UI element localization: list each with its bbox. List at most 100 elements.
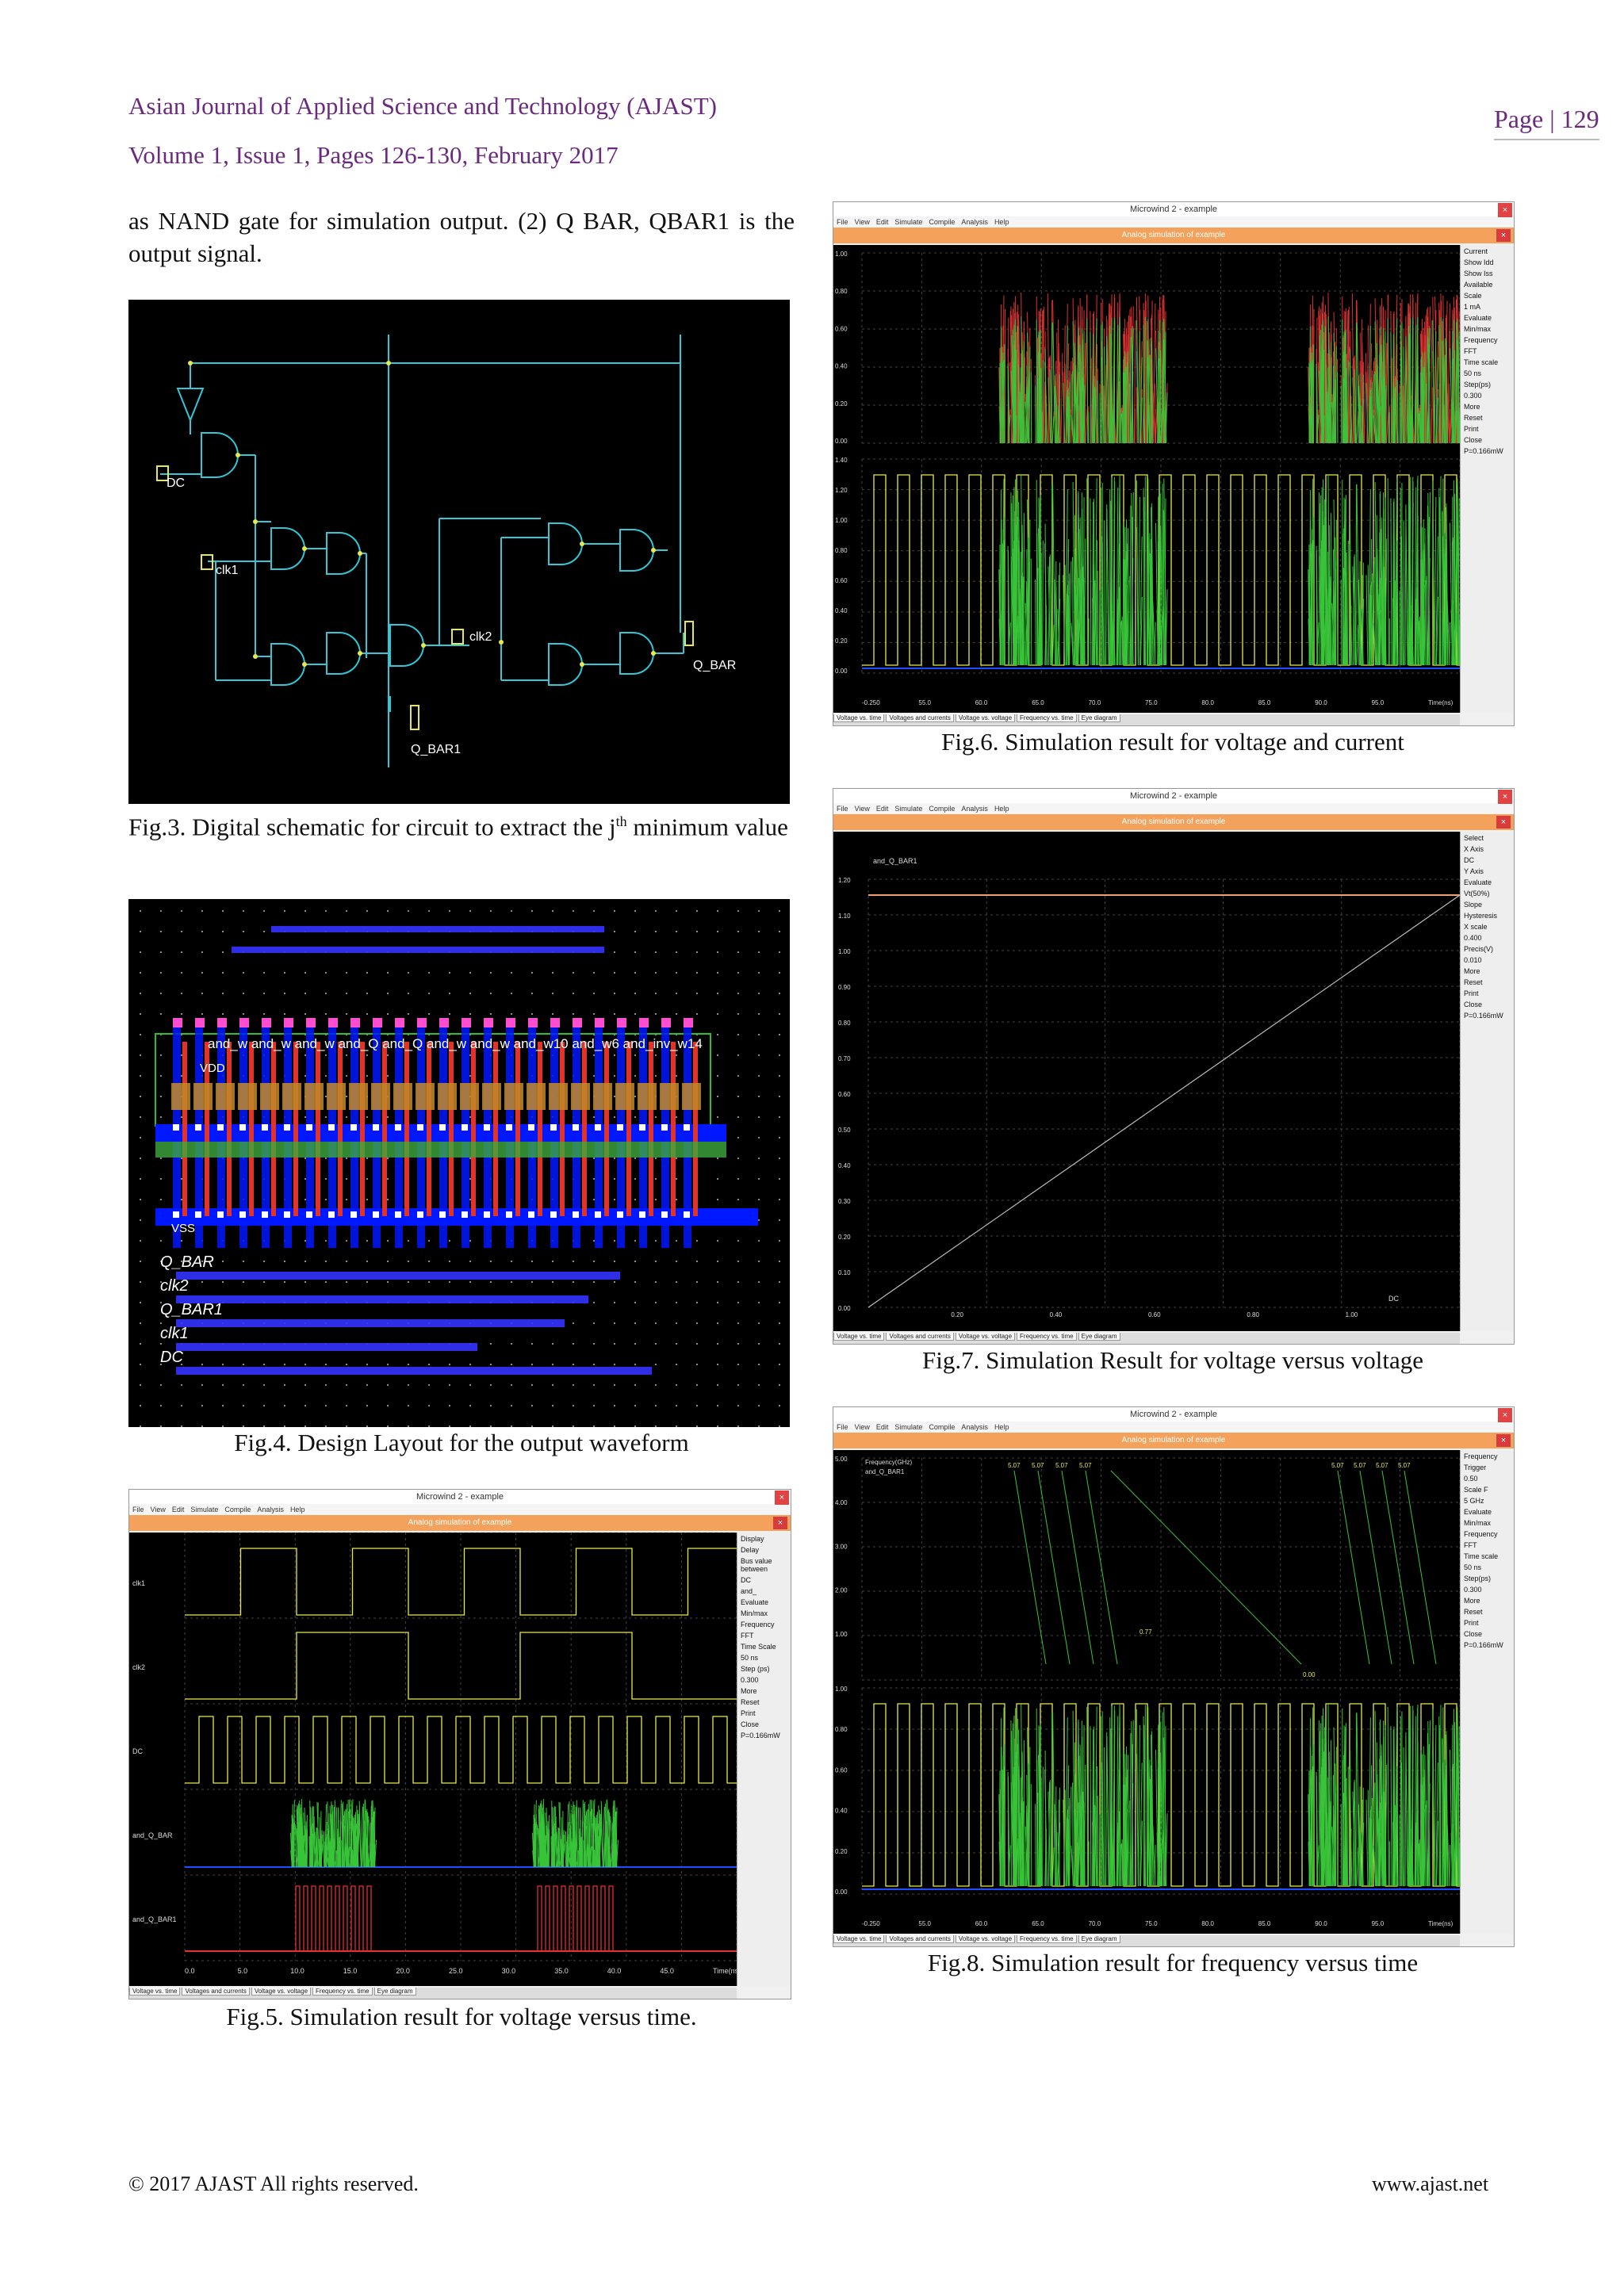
menu-help[interactable]: Help — [994, 1423, 1009, 1431]
menu-help[interactable]: Help — [994, 218, 1009, 226]
trace-label: and_Q_BAR1 — [873, 857, 917, 865]
menu-analysis[interactable]: Analysis — [961, 1423, 988, 1431]
panel-item[interactable]: Reset — [741, 1698, 760, 1706]
menu-analysis[interactable]: Analysis — [961, 218, 988, 226]
sim-tab[interactable]: Frequency vs. time — [312, 1988, 373, 1996]
fig4-row-labels: and_w and_w and_w and_Q and_Q and_w and_… — [208, 1036, 703, 1051]
menu-simulate[interactable]: Simulate — [894, 805, 923, 813]
x-tick-label: 1.00 — [1346, 1311, 1358, 1318]
fig5-caption: Fig.5. Simulation result for voltage ver… — [226, 2003, 697, 2030]
menu-file[interactable]: File — [837, 1423, 848, 1431]
panel-item[interactable]: More — [1464, 967, 1480, 975]
menu-edit[interactable]: Edit — [875, 805, 889, 813]
fig5-side-panel: Display Delay Bus value between DC and_ Evalu… — [737, 1533, 791, 1986]
panel-item[interactable]: More — [741, 1687, 757, 1695]
menu-simulate[interactable]: Simulate — [894, 218, 923, 226]
panel-item[interactable]: FFT — [1464, 347, 1477, 355]
panel-item: Min/max — [1464, 325, 1492, 333]
menu-help[interactable]: Help — [289, 1506, 305, 1513]
sim-tab[interactable]: Frequency vs. time — [1017, 714, 1077, 722]
menu-view[interactable]: View — [854, 805, 870, 813]
panel-item[interactable]: Reset — [1464, 1608, 1483, 1616]
sim-tab[interactable]: Frequency vs. time — [1017, 1935, 1077, 1943]
panel-item[interactable]: Print — [1464, 989, 1479, 997]
menu-file[interactable]: File — [837, 805, 848, 813]
menu-file[interactable]: File — [837, 218, 848, 226]
menu-analysis[interactable]: Analysis — [961, 805, 988, 813]
fig8-menubar: File View Edit Simulate Compile Analysis Help — [833, 1422, 1514, 1433]
close-icon[interactable]: × — [1498, 203, 1512, 217]
panel-item[interactable]: Reset — [1464, 414, 1483, 422]
panel-item[interactable]: Print — [741, 1709, 756, 1717]
sim-tab[interactable]: Voltage vs. voltage — [955, 1935, 1016, 1943]
close-icon[interactable]: × — [1498, 790, 1512, 804]
menu-view[interactable]: View — [854, 1423, 870, 1431]
panel-item[interactable]: Close — [741, 1720, 760, 1728]
menu-compile[interactable]: Compile — [929, 805, 956, 813]
menu-view[interactable]: View — [854, 218, 870, 226]
menu-compile[interactable]: Compile — [224, 1506, 251, 1513]
menu-edit[interactable]: Edit — [875, 1423, 889, 1431]
sim-tab[interactable]: Eye diagram — [1078, 1333, 1120, 1341]
sim-tab[interactable]: Eye diagram — [1078, 1935, 1120, 1943]
panel-item[interactable]: Close — [1464, 1001, 1483, 1008]
close-icon[interactable]: × — [1496, 229, 1511, 242]
fig6-menubar: File View Edit Simulate Compile Analysis Help — [833, 216, 1514, 228]
panel-item[interactable]: Print — [1464, 1619, 1479, 1627]
sim-tab[interactable]: Voltage vs. time — [833, 714, 885, 722]
freq-value-label: 5.07 — [1376, 1462, 1388, 1469]
panel-item: Step (ps) — [741, 1665, 770, 1673]
close-icon[interactable]: × — [773, 1517, 787, 1529]
panel-item: Hysteresis — [1464, 912, 1498, 920]
x-tick-label: 35.0 — [554, 1967, 569, 1975]
fig4-vss-label: VSS — [171, 1222, 195, 1235]
sim-tab[interactable]: Voltage vs. time — [129, 1988, 181, 1996]
sim-tab[interactable]: Voltage vs. voltage — [955, 714, 1016, 722]
menu-view[interactable]: View — [150, 1506, 166, 1513]
panel-item: and_ — [741, 1587, 757, 1595]
menu-compile[interactable]: Compile — [929, 218, 956, 226]
panel-item: Trigger — [1464, 1464, 1487, 1471]
panel-item[interactable]: More — [1464, 1597, 1480, 1605]
footer-website[interactable]: www.ajast.net — [1372, 2172, 1489, 2195]
sim-tab[interactable]: Voltage vs. time — [833, 1935, 885, 1943]
panel-item[interactable]: Reset — [1464, 978, 1483, 986]
sim-tab[interactable]: Voltages and currents — [886, 1333, 954, 1341]
menu-analysis[interactable]: Analysis — [257, 1506, 284, 1513]
sim-tab[interactable]: Eye diagram — [1078, 714, 1120, 722]
menu-compile[interactable]: Compile — [929, 1423, 956, 1431]
menu-simulate[interactable]: Simulate — [190, 1506, 219, 1513]
menu-simulate[interactable]: Simulate — [894, 1423, 923, 1431]
menu-edit[interactable]: Edit — [171, 1506, 185, 1513]
panel-item[interactable]: Close — [1464, 436, 1483, 444]
sim-tab[interactable]: Voltages and currents — [886, 1935, 954, 1943]
close-icon[interactable]: × — [775, 1490, 789, 1505]
sim-tab[interactable]: Voltages and currents — [182, 1988, 250, 1996]
y-tick-label: 0.00 — [835, 1888, 848, 1896]
close-icon[interactable]: × — [1496, 1434, 1511, 1447]
panel-item[interactable]: Print — [1464, 425, 1479, 433]
sim-tab[interactable]: Eye diagram — [373, 1988, 416, 1996]
close-icon[interactable]: × — [1498, 1408, 1512, 1422]
sim-tab[interactable]: Frequency vs. time — [1017, 1333, 1077, 1341]
y-tick-label: 0.00 — [838, 1305, 851, 1312]
y-tick-label: 0.80 — [838, 1020, 851, 1027]
y-tick-label: 0.20 — [835, 400, 848, 408]
trace-dc-diagonal — [868, 894, 1461, 1308]
panel-item[interactable]: More — [1464, 403, 1480, 411]
sim-tab[interactable]: Voltage vs. voltage — [251, 1988, 312, 1996]
sim-tab[interactable]: Voltage vs. time — [833, 1333, 885, 1341]
menu-file[interactable]: File — [132, 1506, 144, 1513]
sim-tab[interactable]: Voltages and currents — [886, 714, 954, 722]
close-icon[interactable]: × — [1496, 816, 1511, 828]
menu-help[interactable]: Help — [994, 805, 1009, 813]
panel-item[interactable]: Close — [1464, 1630, 1483, 1638]
fig7-plot: and_Q_BAR1 1.20 1.10 1.00 0.90 0.80 0.70 0.60 0.… — [833, 832, 1461, 1331]
panel-item[interactable]: FFT — [741, 1632, 754, 1640]
fig6-tabs: Voltage vs. time Voltages and currents Vol… — [833, 714, 1460, 725]
menu-edit[interactable]: Edit — [875, 218, 889, 226]
panel-item: Precis(V) — [1464, 945, 1494, 953]
panel-item[interactable]: FFT — [1464, 1541, 1477, 1549]
fig7-tabs: Voltage vs. time Voltages and currents Vol… — [833, 1333, 1460, 1344]
sim-tab[interactable]: Voltage vs. voltage — [955, 1333, 1016, 1341]
